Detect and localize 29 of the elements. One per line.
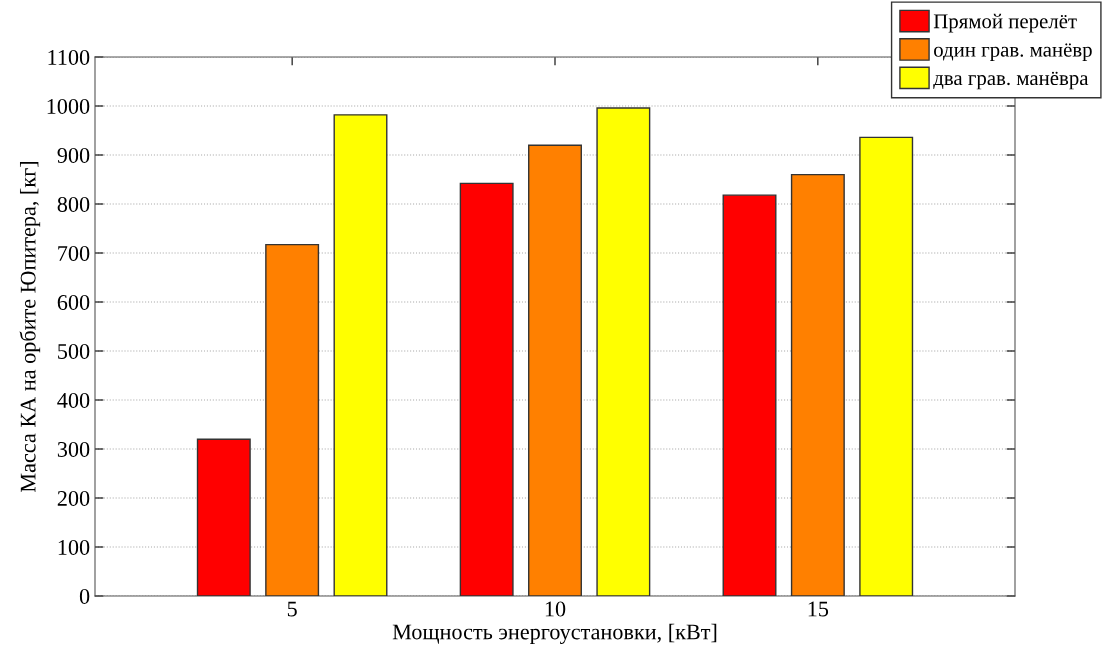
y-tick-label: 800 xyxy=(57,196,90,212)
y-tick-label: 400 xyxy=(57,392,90,408)
y-tick-label: 1000 xyxy=(47,98,90,114)
bar xyxy=(333,114,388,596)
y-tick-label: 100 xyxy=(58,539,90,555)
y-axis-title: Масса КА на орбите Юпитера, [кг] xyxy=(19,161,41,493)
x-axis-title: Мощность энергоустановки, [кВт] xyxy=(392,623,717,645)
x-tick-label: 10 xyxy=(545,601,566,617)
x-tick-label: 15 xyxy=(808,601,829,617)
bar xyxy=(196,438,251,596)
y-tick-label: 0 xyxy=(79,588,90,604)
y-tick-label: 900 xyxy=(57,147,90,163)
x-tick-label: 5 xyxy=(287,601,297,617)
bar xyxy=(265,243,320,596)
y-tick-label: 1100 xyxy=(48,49,90,65)
bar xyxy=(859,136,914,596)
legend-label: два грав. манёвра xyxy=(933,71,1089,90)
bar xyxy=(790,173,845,596)
legend-label: один грав. манёвр xyxy=(934,43,1092,61)
legend-label: Прямой перелёт xyxy=(933,13,1077,33)
bar xyxy=(459,182,514,596)
y-tick-label: 200 xyxy=(57,490,90,506)
y-tick-label: 600 xyxy=(57,294,90,310)
y-tick-label: 500 xyxy=(58,343,90,359)
y-tick-label: 700 xyxy=(58,245,90,261)
bar xyxy=(596,107,651,596)
bar xyxy=(722,194,777,596)
y-tick-label: 300 xyxy=(57,441,90,457)
bar xyxy=(528,144,582,596)
